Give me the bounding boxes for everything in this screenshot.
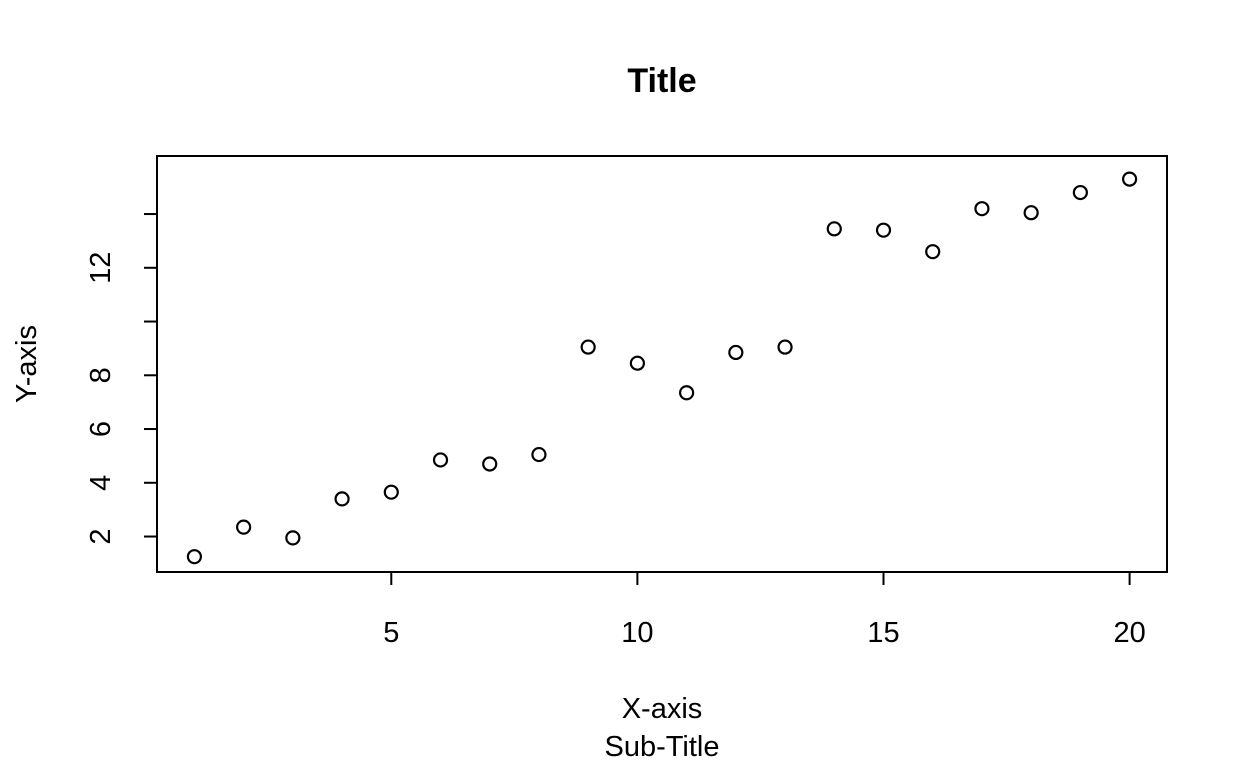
data-point	[186, 549, 203, 565]
y-tick-label: 4	[85, 475, 117, 491]
data-point	[334, 491, 350, 507]
data-point	[679, 385, 695, 401]
y-tick-label: 6	[85, 421, 117, 437]
x-tick-label: 10	[621, 617, 653, 649]
data-point	[875, 222, 892, 238]
x-axis: 5 10 15 20	[383, 571, 1146, 649]
data-point	[1121, 171, 1138, 187]
data-point	[531, 446, 547, 463]
data-point	[728, 344, 744, 361]
data-point	[1072, 184, 1088, 201]
data-point	[236, 519, 252, 535]
x-tick-label: 20	[1113, 617, 1145, 649]
y-tick-label: 2	[85, 528, 117, 544]
y-axis: 2 4 6 8 12	[85, 213, 158, 545]
data-point	[629, 355, 645, 371]
data-point	[383, 484, 399, 500]
data-point	[1023, 205, 1039, 221]
data-points	[186, 171, 1138, 565]
x-tick-label: 15	[867, 617, 899, 649]
data-point	[285, 530, 301, 546]
data-point	[580, 339, 596, 355]
data-point	[432, 452, 449, 468]
data-point	[925, 244, 941, 260]
plot-frame	[156, 155, 1168, 573]
x-axis-label: X-axis	[622, 693, 703, 725]
x-tick-label: 5	[383, 617, 399, 649]
y-tick-label: 12	[85, 252, 117, 284]
y-axis-label: Y-axis	[11, 325, 43, 403]
data-point	[482, 456, 498, 472]
data-point	[974, 201, 990, 217]
data-point	[777, 339, 793, 355]
chart-title: Title	[627, 62, 696, 100]
chart-subtitle: Sub-Title	[605, 731, 720, 763]
y-tick-label: 8	[85, 367, 117, 383]
data-point	[826, 221, 842, 237]
